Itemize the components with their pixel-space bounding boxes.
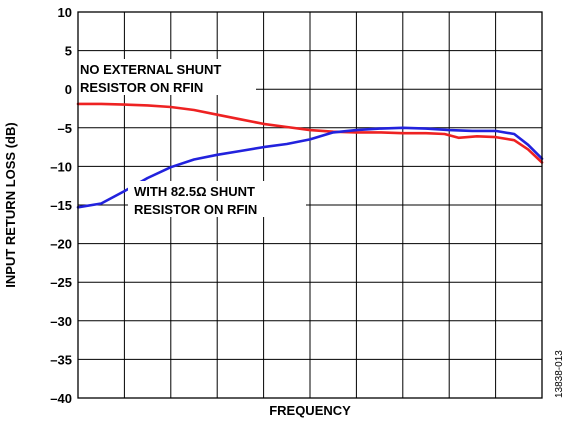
y-tick-label: 10 bbox=[58, 5, 72, 20]
x-axis-label: FREQUENCY bbox=[269, 403, 351, 418]
annotation-with-shunt-bg bbox=[128, 181, 306, 217]
annotation-no-shunt-line-2: RESISTOR ON RFIN bbox=[80, 80, 203, 95]
annotation-no-shunt-bg bbox=[74, 59, 256, 95]
plot-frame bbox=[77, 11, 543, 399]
annotation-no-shunt-line-1: NO EXTERNAL SHUNT bbox=[80, 62, 221, 77]
y-tick-label: –40 bbox=[50, 391, 72, 406]
y-tick-label: –10 bbox=[50, 159, 72, 174]
data-series bbox=[76, 102, 544, 209]
y-tick-label: –25 bbox=[50, 275, 72, 290]
y-tick-label: –30 bbox=[50, 314, 72, 329]
y-tick-label: 0 bbox=[65, 82, 72, 97]
y-tick-labels: 10 5 0 –5 –10 –15 –20 –25 –30 –35 –40 bbox=[50, 5, 72, 406]
y-tick-label: –15 bbox=[50, 198, 72, 213]
annotation-with-shunt-line-2: RESISTOR ON RFIN bbox=[134, 202, 257, 217]
annotation-no-shunt: NO EXTERNAL SHUNT RESISTOR ON RFIN bbox=[74, 59, 256, 95]
y-tick-label: –5 bbox=[58, 121, 72, 136]
y-tick-label: –35 bbox=[50, 352, 72, 367]
y-axis-label: INPUT RETURN LOSS (dB) bbox=[3, 122, 18, 287]
y-tick-label: –20 bbox=[50, 237, 72, 252]
y-tick-label: 5 bbox=[65, 44, 72, 59]
annotation-with-shunt-line-1: WITH 82.5Ω SHUNT bbox=[134, 184, 255, 199]
annotation-with-shunt: WITH 82.5Ω SHUNT RESISTOR ON RFIN bbox=[128, 181, 306, 217]
figure-id: 13838-013 bbox=[554, 350, 565, 398]
series-line-with-shunt bbox=[76, 126, 544, 209]
